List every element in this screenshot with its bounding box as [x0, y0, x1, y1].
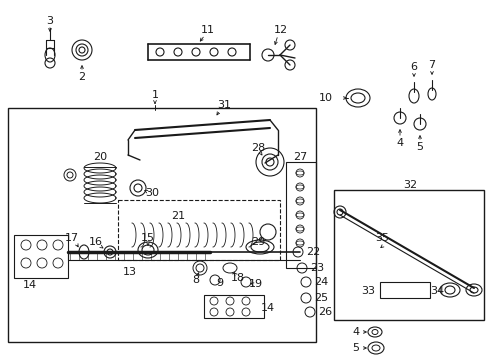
Text: 34: 34 [429, 286, 443, 296]
Text: 32: 32 [402, 180, 416, 190]
Text: 16: 16 [89, 237, 103, 247]
Text: 27: 27 [292, 152, 306, 162]
Text: 8: 8 [192, 275, 199, 285]
Text: 23: 23 [309, 263, 324, 273]
Text: 25: 25 [313, 293, 327, 303]
Text: 9: 9 [216, 278, 223, 288]
Text: 1: 1 [151, 90, 158, 100]
Bar [379, 282, 429, 298]
Text: 24: 24 [313, 277, 327, 287]
Text: 22: 22 [305, 247, 320, 257]
Text: 14: 14 [261, 303, 274, 313]
Text: 33: 33 [360, 286, 374, 296]
Bar [333, 190, 483, 320]
Text: 26: 26 [317, 307, 331, 317]
Text: 18: 18 [230, 273, 244, 283]
Text: 10: 10 [318, 93, 332, 103]
Text: 30: 30 [145, 188, 159, 198]
Text: 13: 13 [123, 267, 137, 277]
Text: 2: 2 [78, 72, 85, 82]
Bar [118, 200, 280, 260]
Text: 5: 5 [416, 142, 423, 152]
Text: 17: 17 [65, 233, 79, 243]
Text: 35: 35 [374, 233, 388, 243]
Text: 12: 12 [273, 25, 287, 35]
Text: 11: 11 [201, 25, 215, 35]
Text: 20: 20 [93, 152, 107, 162]
Text: 4: 4 [352, 327, 359, 337]
Text: 19: 19 [248, 279, 263, 289]
Text: 28: 28 [250, 143, 264, 153]
Text: 4: 4 [396, 138, 403, 148]
Text: 31: 31 [217, 100, 230, 110]
Bar [285, 162, 315, 268]
Bar [8, 108, 315, 342]
Text: 5: 5 [352, 343, 359, 353]
Bar [14, 235, 68, 278]
Text: 3: 3 [46, 16, 53, 26]
Text: 29: 29 [250, 237, 264, 247]
Text: 21: 21 [171, 211, 184, 221]
Text: 14: 14 [23, 280, 37, 290]
Text: 7: 7 [427, 60, 435, 70]
Text: 15: 15 [141, 233, 155, 243]
Text: 6: 6 [409, 62, 417, 72]
Bar [203, 295, 264, 318]
